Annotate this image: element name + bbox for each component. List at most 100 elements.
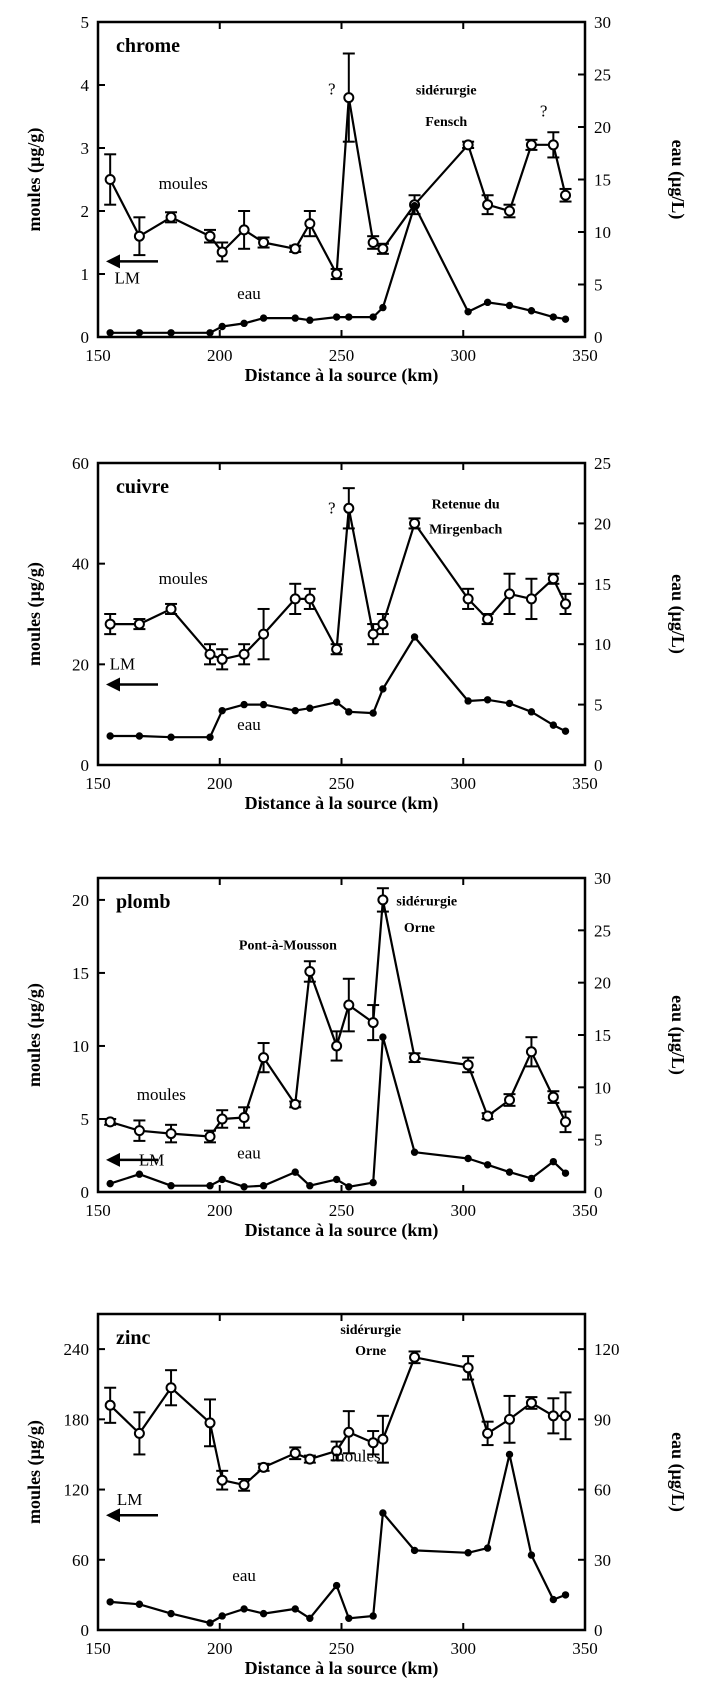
data-point-moules — [462, 139, 474, 151]
data-point-moules — [104, 1399, 116, 1411]
data-point-eau — [167, 1182, 175, 1190]
data-point-moules — [504, 1413, 516, 1425]
annotation: eau — [232, 1566, 256, 1585]
data-point-moules — [377, 1433, 389, 1445]
y-right-axis-label: eau (µg/L) — [667, 574, 688, 654]
annotation: sidérurgie — [416, 83, 477, 98]
data-point-eau — [306, 1614, 314, 1622]
data-point-moules — [165, 211, 177, 223]
data-point-moules — [258, 237, 270, 248]
data-point-moules — [165, 1128, 177, 1140]
data-point-eau — [332, 313, 341, 321]
data-point-eau — [549, 721, 558, 729]
data-point-moules — [289, 243, 301, 255]
y-right-tick-label: 0 — [594, 1621, 603, 1640]
chart-panel-plomb: 150 200 250 300 35005101520051015202530Dista… — [24, 869, 688, 1241]
data-point-moules — [238, 648, 250, 660]
data-point-eau — [345, 1183, 353, 1191]
data-point-eau — [369, 1178, 377, 1187]
data-point-eau — [505, 301, 514, 310]
x-tick-label: 150 — [85, 346, 111, 365]
series-moules — [104, 1350, 572, 1492]
annotation: LM — [117, 1490, 143, 1509]
data-point-eau — [259, 1182, 268, 1190]
data-point-eau — [527, 1551, 536, 1559]
x-tick-label: 300 — [451, 774, 477, 793]
y-left-tick-label: 4 — [81, 76, 90, 95]
data-point-moules — [367, 1437, 379, 1449]
data-point-moules — [343, 1426, 355, 1438]
data-point-eau — [549, 1157, 558, 1166]
y-right-tick-label: 15 — [594, 1026, 611, 1045]
series-eau — [106, 1450, 570, 1627]
y-right-tick-label: 60 — [594, 1481, 611, 1500]
data-point-moules — [216, 1113, 228, 1125]
data-point-moules — [504, 588, 516, 600]
y-left-tick-label: 2 — [81, 202, 90, 221]
annotation: LM — [110, 654, 136, 673]
data-point-eau — [167, 329, 175, 337]
data-point-moules — [560, 598, 572, 610]
data-point-eau — [291, 314, 299, 322]
data-point-moules — [367, 237, 379, 248]
y-right-tick-label: 10 — [594, 635, 611, 654]
data-point-moules — [367, 628, 379, 640]
data-point-eau — [218, 1175, 226, 1184]
annotation: ? — [328, 498, 336, 517]
data-point-eau — [259, 314, 268, 322]
y-right-tick-label: 120 — [594, 1340, 620, 1359]
y-left-axis-label: moules (µg/g) — [24, 983, 45, 1087]
series-eau — [106, 633, 570, 741]
data-point-eau — [505, 699, 514, 708]
data-point-eau — [464, 1549, 472, 1557]
data-point-eau — [369, 313, 377, 321]
panel-title: cuivre — [116, 476, 169, 498]
plot-frame — [96, 1312, 587, 1632]
data-point-moules — [482, 613, 494, 625]
data-point-moules — [547, 1091, 559, 1103]
y-left-tick-label: 3 — [81, 139, 90, 158]
data-point-eau — [259, 1609, 268, 1618]
y-left-tick-label: 5 — [81, 13, 90, 32]
data-point-eau — [332, 1581, 341, 1590]
x-tick-label: 350 — [572, 774, 598, 793]
series-line-eau — [109, 1035, 567, 1188]
y-left-tick-label: 15 — [72, 964, 89, 983]
y-right-tick-label: 10 — [594, 1078, 611, 1097]
data-point-eau — [291, 706, 299, 715]
data-point-moules — [377, 618, 389, 630]
series-eau — [106, 202, 570, 337]
data-point-eau — [135, 732, 144, 740]
data-point-moules — [238, 1479, 250, 1491]
data-point-eau — [106, 732, 114, 740]
y-right-axis-label: eau (µg/L) — [667, 1432, 688, 1512]
data-point-moules — [304, 218, 316, 230]
data-point-moules — [560, 1410, 572, 1422]
panel-title: zinc — [116, 1327, 151, 1349]
y-left-tick-label: 1 — [81, 265, 90, 284]
y-right-tick-label: 5 — [594, 696, 603, 715]
y-left-tick-label: 20 — [72, 655, 89, 674]
annotation: eau — [237, 1143, 261, 1162]
annotation: ? — [328, 79, 336, 98]
data-point-eau — [306, 1182, 314, 1190]
y-left-tick-label: 0 — [81, 1621, 90, 1640]
annotation: moules — [332, 1446, 381, 1465]
y-right-tick-label: 0 — [594, 1183, 603, 1202]
data-point-eau — [549, 1595, 558, 1604]
y-left-tick-label: 40 — [72, 555, 89, 574]
data-point-moules — [504, 1094, 516, 1106]
data-point-moules — [304, 965, 316, 977]
data-point-eau — [106, 329, 114, 337]
x-tick-label: 200 — [207, 774, 233, 793]
data-point-moules — [525, 1397, 537, 1409]
y-right-tick-label: 30 — [594, 1551, 611, 1570]
data-point-eau — [167, 733, 175, 741]
x-tick-label: 200 — [207, 1639, 233, 1658]
data-point-moules — [331, 1445, 343, 1457]
data-point-eau — [379, 1509, 387, 1517]
y-left-tick-label: 0 — [81, 328, 90, 347]
y-left-tick-label: 240 — [64, 1340, 90, 1359]
lm-arrow-icon — [106, 254, 120, 269]
data-point-moules — [547, 1410, 559, 1422]
